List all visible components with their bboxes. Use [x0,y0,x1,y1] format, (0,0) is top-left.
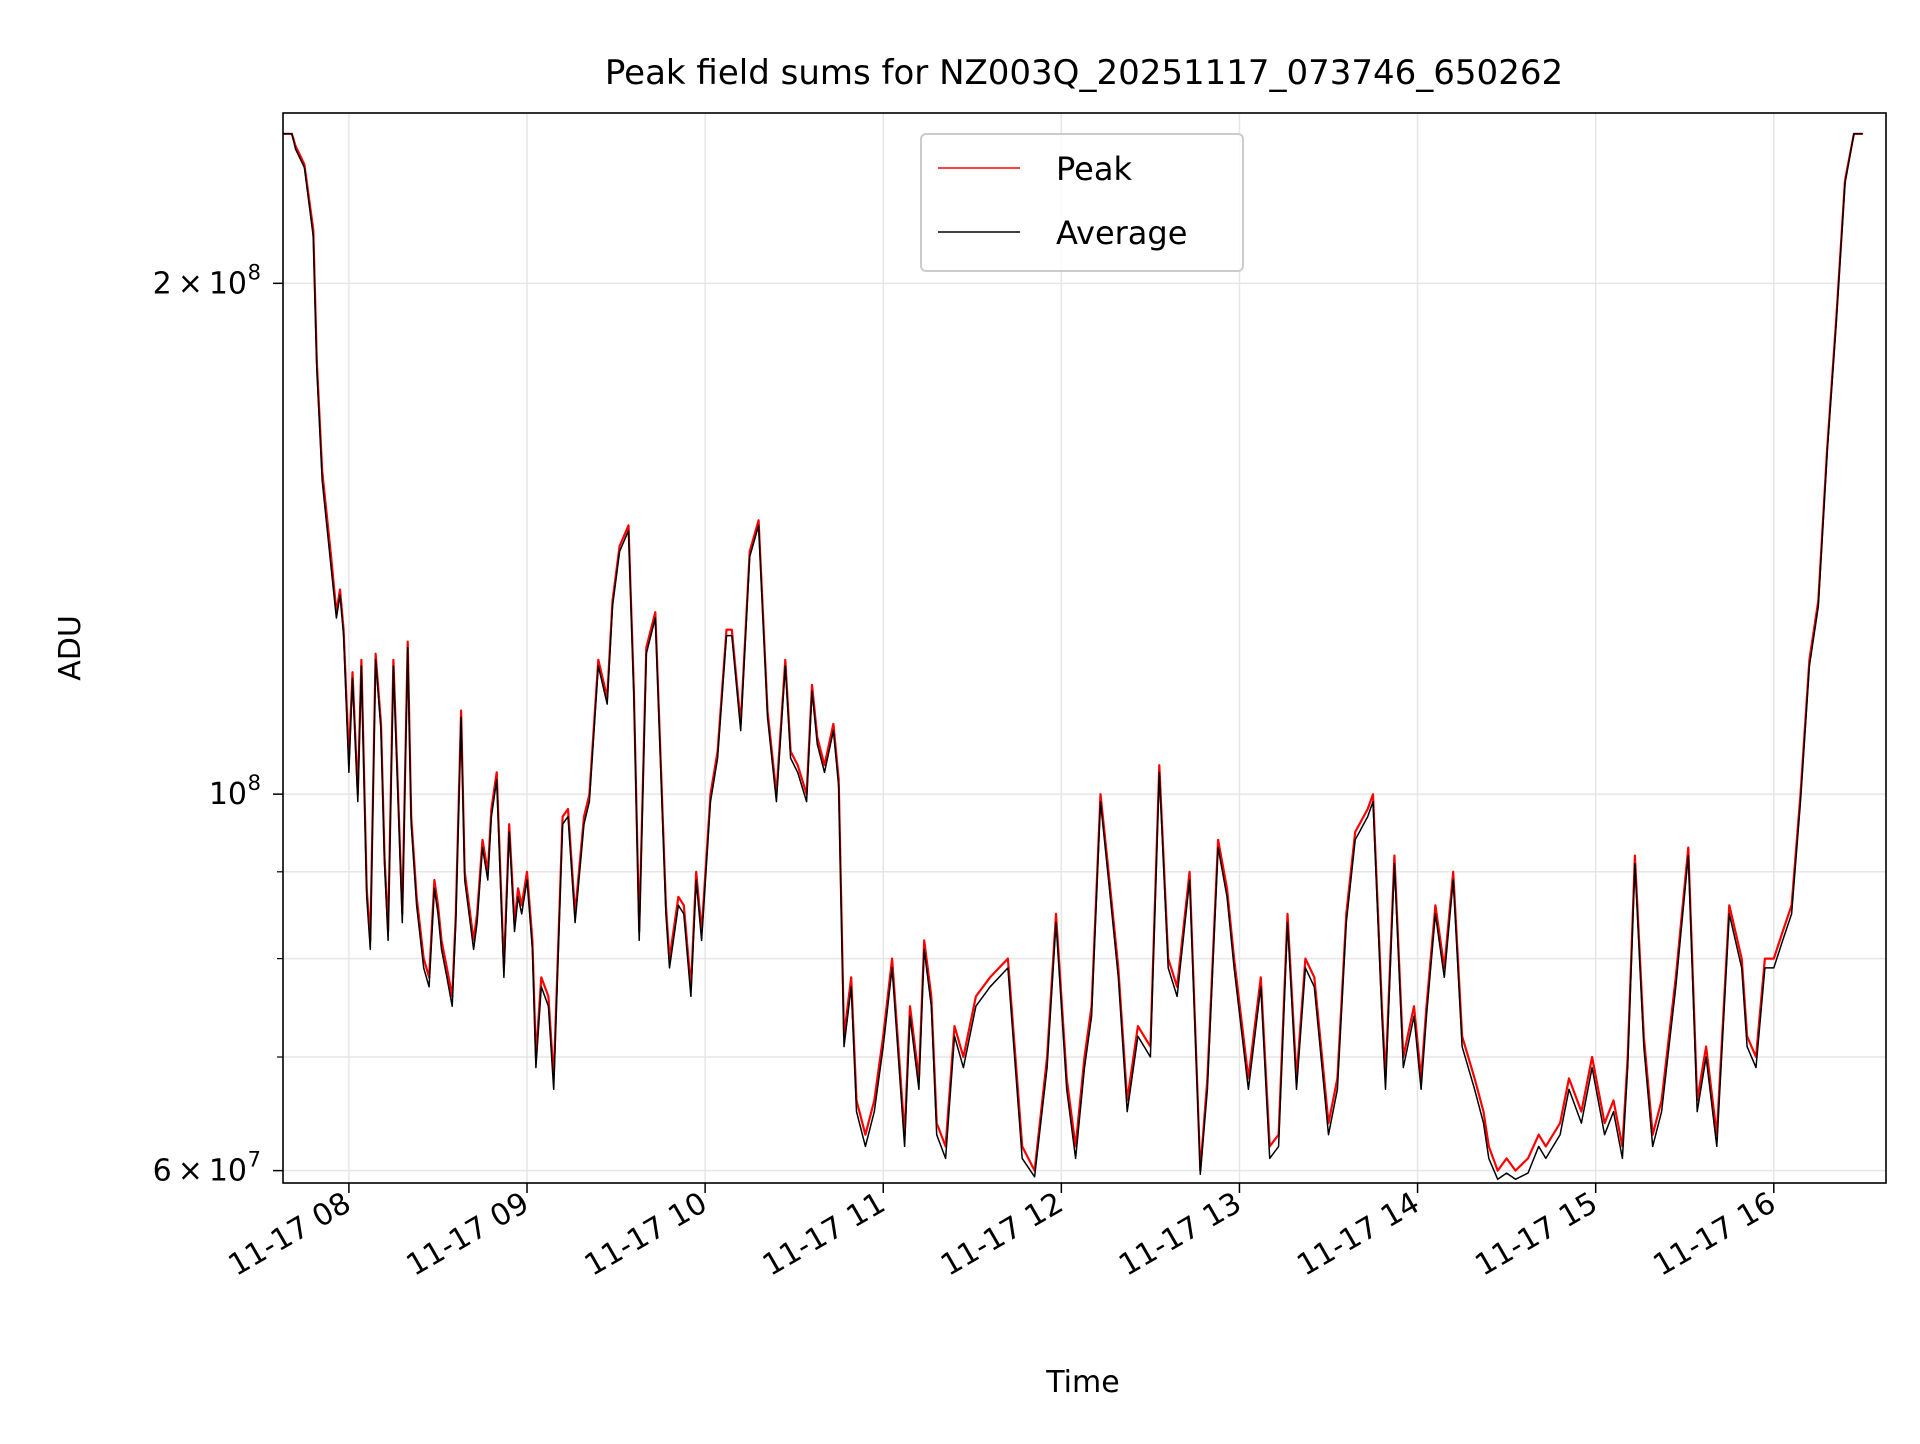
y-tick-label: 82 × 10 [153,260,261,301]
y-tick-label-exponent: 8 [248,771,261,795]
y-tick-label-mantissa: 6 × 10 [153,1154,247,1189]
y-axis-label: ADU [53,615,88,681]
series-layer [283,132,1863,1181]
y-tick-label-mantissa: 10 [209,777,247,812]
y-tick-label: 76 × 10 [153,1148,261,1189]
y-tick-label-exponent: 7 [248,1148,261,1172]
grid-layer [283,113,1886,1183]
x-axis-label: Time [1045,1365,1119,1400]
y-tick-label-mantissa: 2 × 10 [153,266,247,301]
legend-peak-label: Peak [1056,150,1132,188]
plot-frame [282,112,1887,1184]
chart-title: Peak field sums for NZ003Q_20251117_0737… [605,53,1563,93]
y-tick-label: 810 [209,771,261,812]
series-line-average [283,133,1863,1181]
legend-average-label: Average [1056,214,1187,252]
legend: Peak Average [920,133,1244,272]
y-tick-label-exponent: 8 [248,260,261,284]
